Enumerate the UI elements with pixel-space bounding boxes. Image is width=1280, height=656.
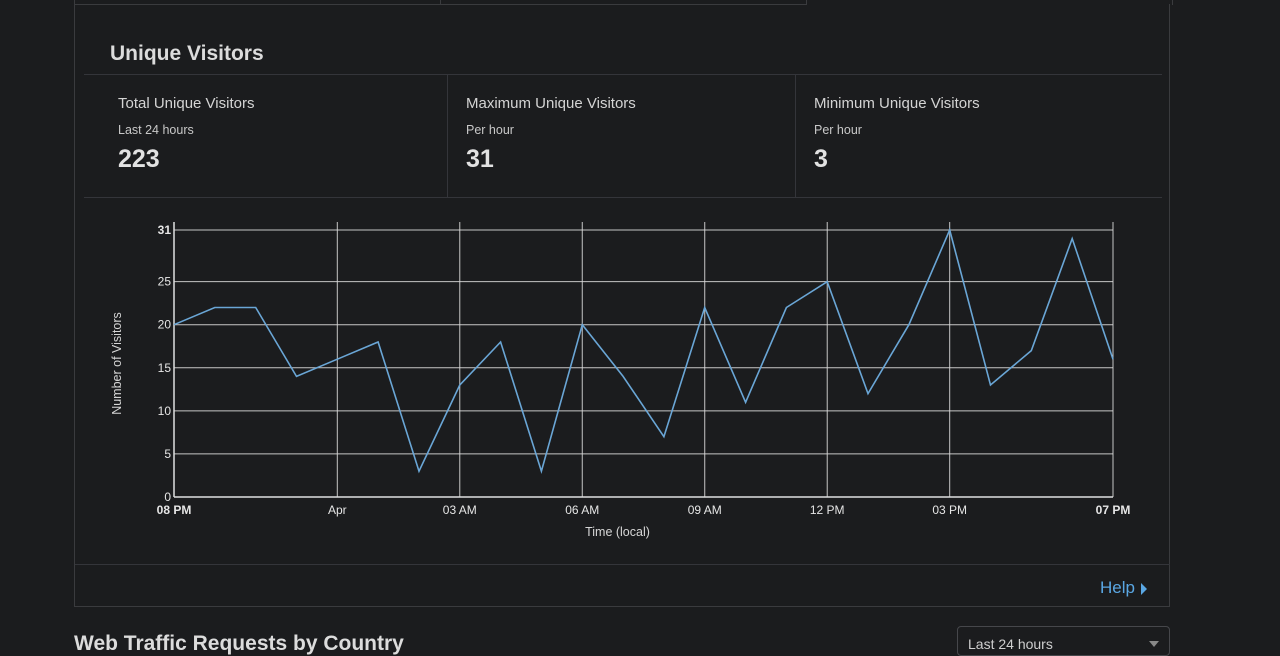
stat-total-unique-visitors: Total Unique Visitors Last 24 hours 223	[84, 75, 448, 197]
stat-value: 223	[118, 145, 160, 173]
stat-value: 31	[466, 145, 494, 173]
web-traffic-country-title: Web Traffic Requests by Country	[74, 632, 404, 655]
stats-row: Total Unique Visitors Last 24 hours 223 …	[84, 75, 1162, 198]
chart-svg: 0 5 10 15 20 25 31 08 PM Apr 03 AM 06 AM 09 AM 12 PM…	[110, 222, 1131, 539]
y-tick-label: 20	[158, 318, 172, 332]
unique-visitors-chart: 0 5 10 15 20 25 31 08 PM Apr 03 AM 06 AM 09 AM 12 PM…	[84, 197, 1170, 563]
x-tick-label: 12 PM	[810, 503, 845, 517]
help-label: Help	[1100, 578, 1135, 597]
previous-table-bottom	[74, 0, 807, 5]
x-tick-label: 07 PM	[1096, 503, 1131, 517]
y-tick-label: 15	[158, 361, 172, 375]
stat-label: Minimum Unique Visitors	[814, 95, 980, 112]
y-tick-label: 10	[158, 404, 172, 418]
x-tick-label: 03 AM	[443, 503, 477, 517]
footer-divider	[75, 564, 1170, 565]
stat-minimum-unique-visitors: Minimum Unique Visitors Per hour 3	[796, 75, 1162, 197]
stat-value: 3	[814, 145, 828, 173]
stat-sublabel: Last 24 hours	[118, 123, 194, 137]
help-link[interactable]: Help	[1100, 578, 1147, 598]
series-line	[173, 227, 1114, 475]
y-tick-label: 0	[164, 490, 171, 504]
title-divider	[84, 74, 1162, 75]
x-axis-label: Time (local)	[585, 525, 650, 539]
x-tick-label: 08 PM	[157, 503, 192, 517]
y-axis-label: Number of Visitors	[110, 312, 124, 415]
time-range-select[interactable]: Last 24 hours	[957, 626, 1170, 656]
caret-right-icon	[1140, 582, 1147, 595]
x-tick-label: 06 AM	[565, 503, 599, 517]
stat-label: Maximum Unique Visitors	[466, 95, 636, 112]
stat-sublabel: Per hour	[466, 123, 514, 137]
stat-label: Total Unique Visitors	[118, 95, 255, 112]
x-tick-label: 03 PM	[932, 503, 967, 517]
y-tick-label: 5	[164, 447, 171, 461]
stat-maximum-unique-visitors: Maximum Unique Visitors Per hour 31	[448, 75, 796, 197]
y-tick-label: 25	[158, 275, 172, 289]
time-range-value: Last 24 hours	[968, 636, 1053, 652]
panel-title: Unique Visitors	[110, 42, 264, 65]
chevron-down-icon	[1149, 641, 1159, 647]
unique-visitors-panel	[74, 4, 1170, 607]
stat-sublabel: Per hour	[814, 123, 862, 137]
x-tick-label: 09 AM	[688, 503, 722, 517]
y-tick-label: 31	[158, 223, 172, 237]
x-tick-label: Apr	[328, 503, 347, 517]
